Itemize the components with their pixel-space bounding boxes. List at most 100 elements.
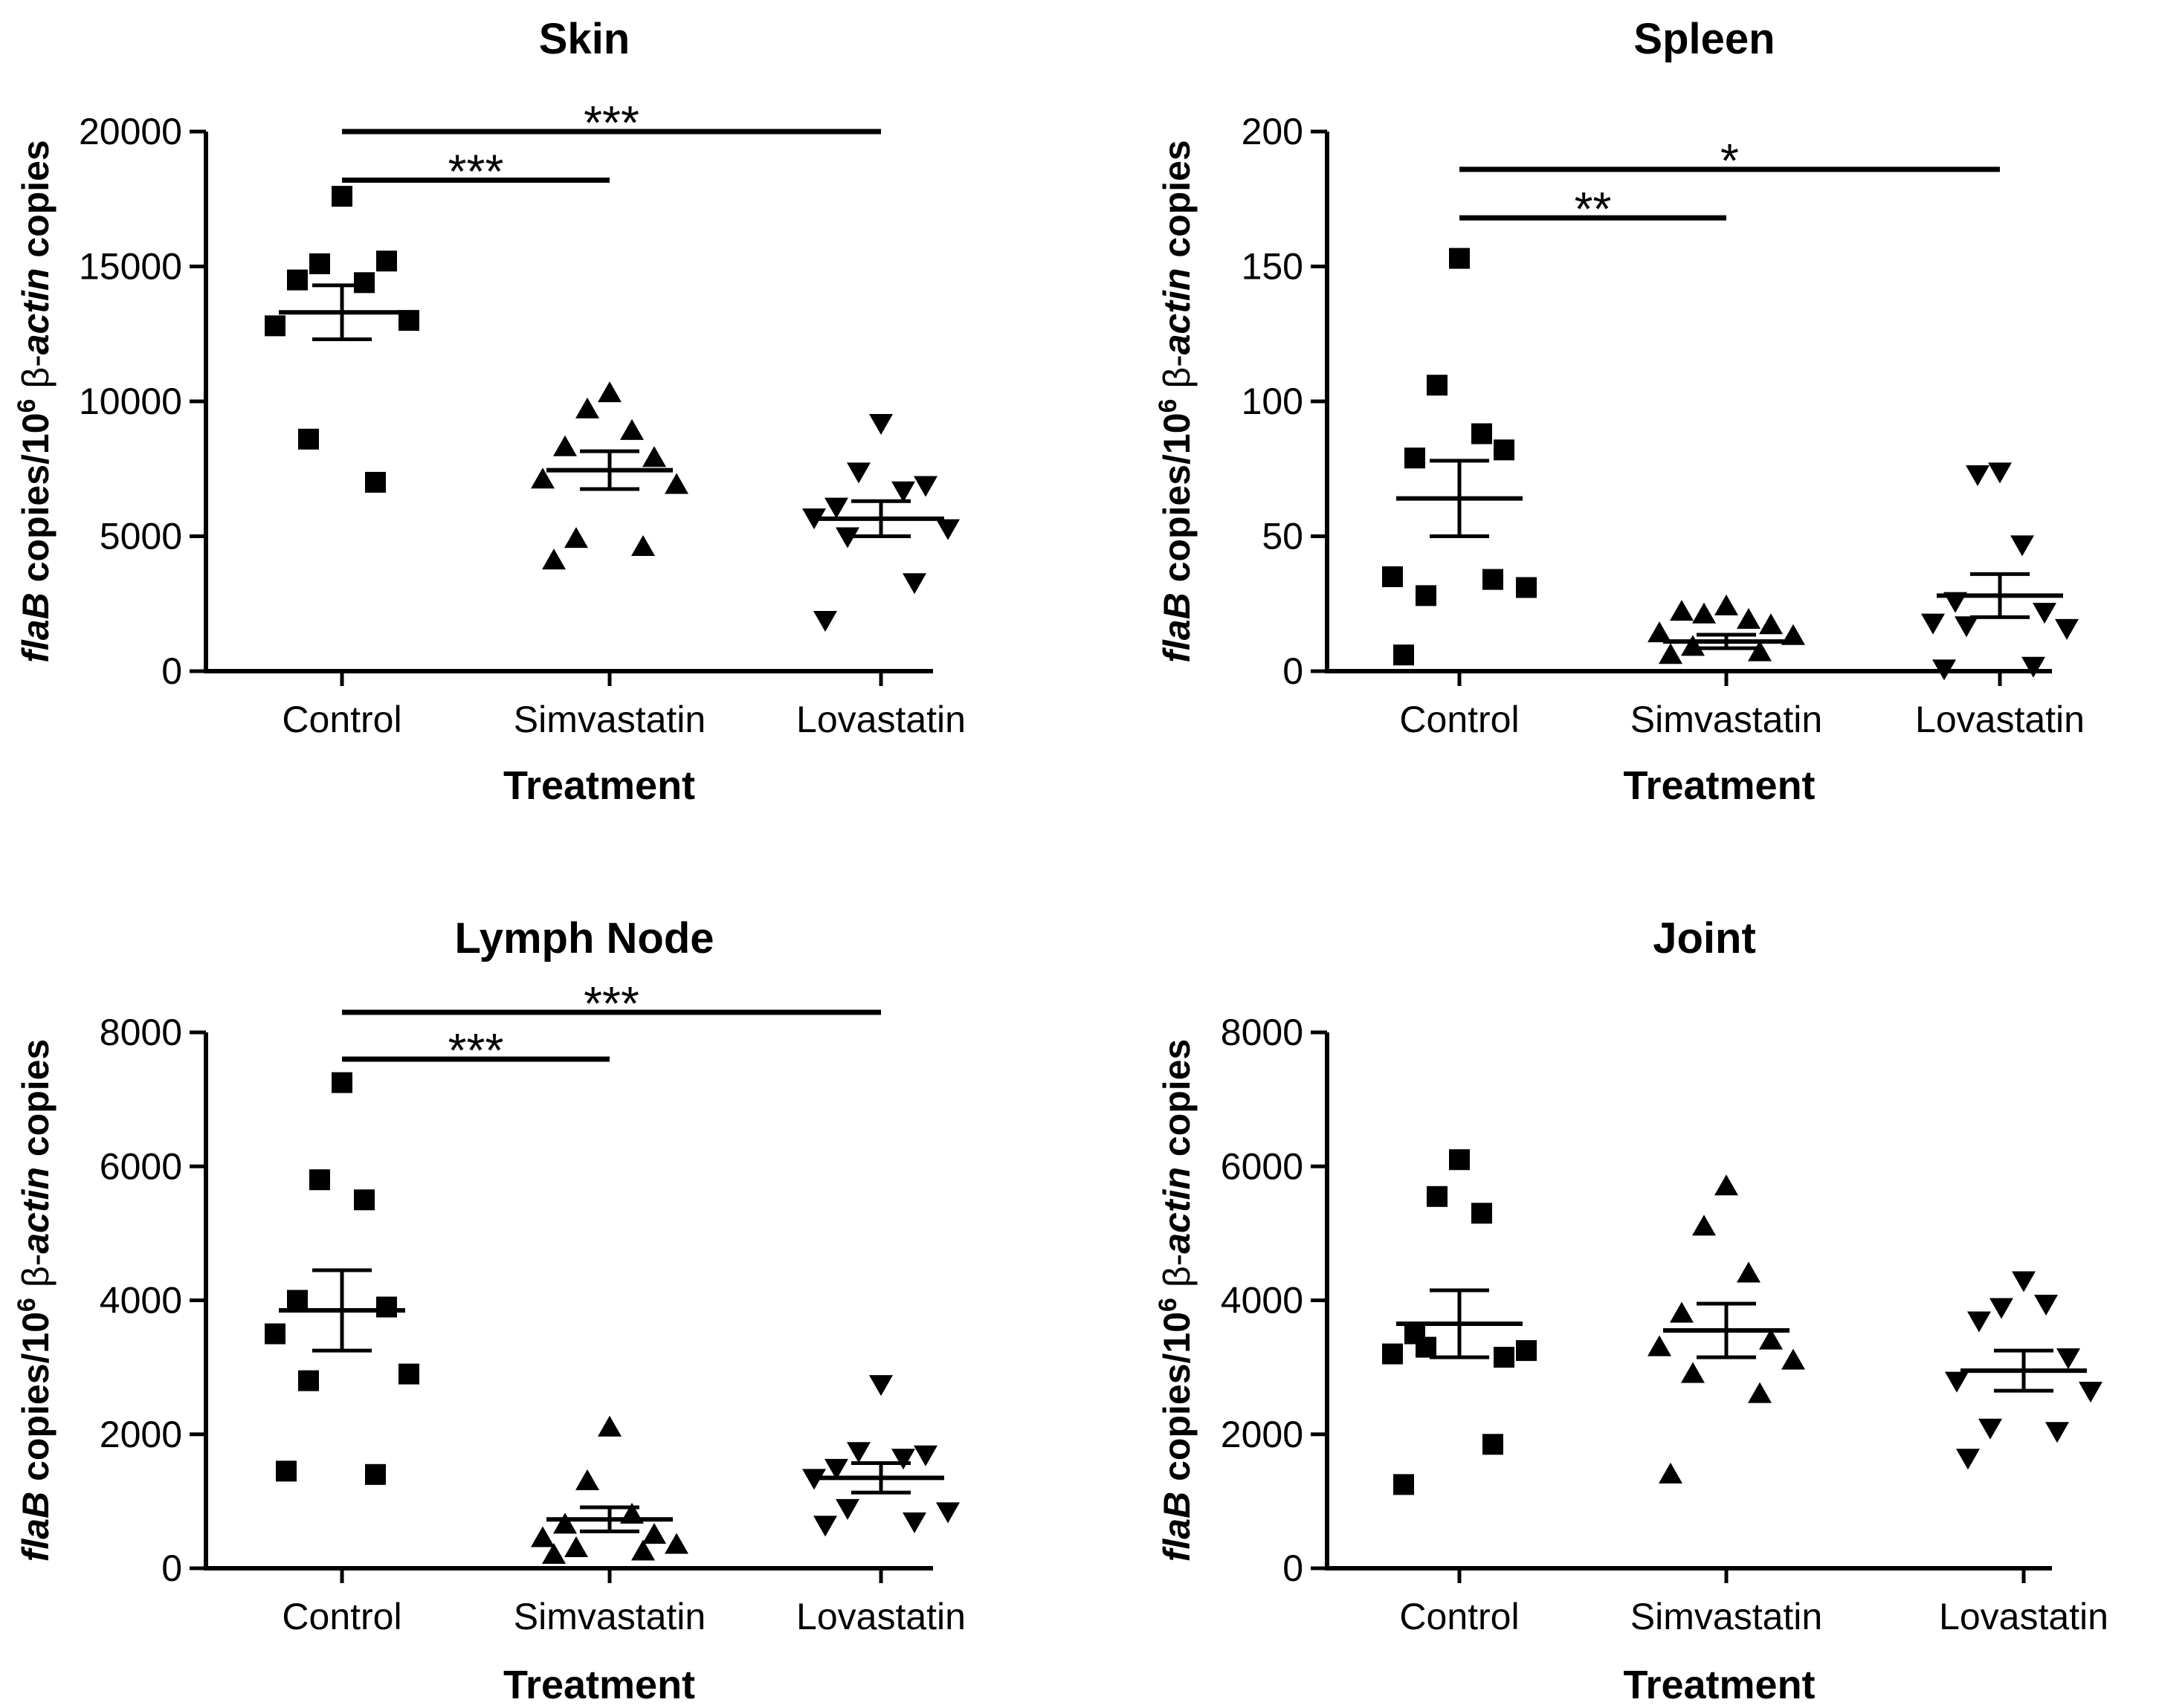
data-point	[365, 1463, 386, 1485]
x-tick-label: Simvastatin	[514, 699, 706, 740]
chart-title: Lymph Node	[454, 914, 714, 963]
data-point	[1648, 621, 1671, 643]
data-point	[903, 573, 926, 595]
data-point	[824, 1458, 848, 1480]
chart-title: Skin	[539, 15, 630, 63]
y-tick-label: 150	[1242, 246, 1303, 288]
data-point	[531, 468, 555, 489]
data-point	[553, 1513, 577, 1534]
data-point	[1956, 1449, 1980, 1470]
data-point	[847, 462, 871, 484]
data-point	[1967, 1311, 1991, 1333]
data-point	[376, 250, 397, 272]
y-tick-label: 50	[1262, 516, 1303, 557]
chart-panel-lymph-node: Lymph Node 0 2000 4000 6000 8000 Control Simvas…	[13, 914, 966, 1707]
data-point	[332, 1072, 352, 1093]
y-axis-label: flaB copies/106 β-actin copies	[13, 140, 57, 663]
data-point	[642, 1522, 666, 1544]
data-point	[620, 418, 644, 440]
data-point	[802, 508, 826, 530]
data-point	[903, 1512, 926, 1533]
y-tick-label: 5000	[100, 516, 182, 557]
significance-label: **	[1575, 182, 1612, 236]
data-point	[1945, 1371, 1969, 1393]
chart-panel-spleen: Spleen 0 50 100 150 200 Control Simvastatin Lova…	[1154, 15, 2085, 808]
data-point	[2034, 1295, 2058, 1316]
data-point	[2056, 1348, 2080, 1370]
data-point	[2055, 618, 2079, 640]
y-tick-label: 20000	[79, 111, 182, 152]
data-point	[914, 476, 937, 497]
x-tick-label: Control	[1399, 699, 1519, 740]
data-point	[575, 397, 599, 418]
significance-label: ***	[448, 144, 504, 198]
data-point	[631, 1539, 655, 1561]
data-point	[813, 1515, 837, 1537]
data-point	[1648, 1335, 1671, 1356]
data-point	[1416, 1336, 1436, 1358]
data-point	[1670, 600, 1694, 621]
data-point	[1737, 608, 1761, 630]
data-point	[836, 527, 859, 549]
data-point	[1416, 585, 1436, 606]
y-tick-label: 6000	[100, 1145, 182, 1187]
data-point	[1482, 569, 1503, 590]
significance-label: *	[1720, 134, 1739, 187]
x-axis-label: Treatment	[1623, 763, 1815, 808]
y-tick-label: 0	[161, 650, 182, 692]
data-point	[365, 471, 386, 493]
y-tick-label: 0	[1282, 1547, 1303, 1589]
y-axis-label: flaB copies/106 β-actin copies	[1154, 1039, 1198, 1562]
data-point	[2079, 1382, 2102, 1403]
x-tick-label: Control	[282, 699, 401, 740]
chart-panel-joint: Joint 0 2000 4000 6000 8000 Control Simvastatin…	[1154, 914, 2108, 1707]
data-point	[1659, 643, 1682, 664]
y-tick-label: 15000	[79, 246, 182, 288]
x-axis-label: Treatment	[1623, 1663, 1815, 1707]
data-point	[1748, 640, 1772, 661]
data-point	[1692, 1214, 1716, 1236]
data-point	[1516, 577, 1537, 598]
data-point	[1516, 1340, 1537, 1362]
data-point	[354, 272, 375, 294]
data-point	[332, 186, 352, 207]
x-tick-label: Lovastatin	[796, 1596, 966, 1637]
data-point	[1759, 613, 1783, 635]
y-axis-label: flaB copies/106 β-actin copies	[1154, 140, 1198, 663]
y-tick-label: 2000	[1221, 1414, 1303, 1455]
y-tick-label: 4000	[100, 1280, 182, 1322]
data-point	[1714, 594, 1738, 615]
data-point	[1692, 602, 1716, 624]
data-point	[598, 381, 622, 403]
significance-label: ***	[584, 96, 639, 149]
data-point	[2021, 656, 2045, 678]
data-point	[1748, 1382, 1772, 1403]
data-point	[665, 473, 688, 494]
data-point	[298, 1370, 319, 1391]
x-tick-label: Simvastatin	[514, 1596, 706, 1637]
y-tick-label: 8000	[1221, 1012, 1303, 1053]
data-point	[287, 1290, 308, 1311]
data-point	[836, 1498, 859, 1520]
data-point	[1781, 1348, 1805, 1370]
data-point	[354, 1189, 375, 1211]
data-point	[1382, 1343, 1403, 1365]
data-point	[564, 1536, 588, 1557]
significance-label: ***	[584, 977, 639, 1030]
data-point	[891, 1449, 915, 1470]
y-tick-label: 4000	[1221, 1280, 1303, 1322]
data-point	[1393, 644, 1414, 666]
y-tick-label: 0	[161, 1547, 182, 1589]
chart-title: Spleen	[1633, 15, 1775, 63]
data-point	[1988, 462, 2012, 484]
data-point	[1989, 1298, 2013, 1319]
data-point	[2010, 535, 2034, 557]
data-point	[309, 253, 330, 274]
data-point	[1714, 1174, 1738, 1196]
data-point	[542, 549, 566, 570]
data-point	[1382, 566, 1403, 587]
data-point	[531, 1526, 555, 1547]
y-tick-label: 10000	[79, 381, 182, 422]
data-point	[287, 269, 308, 291]
